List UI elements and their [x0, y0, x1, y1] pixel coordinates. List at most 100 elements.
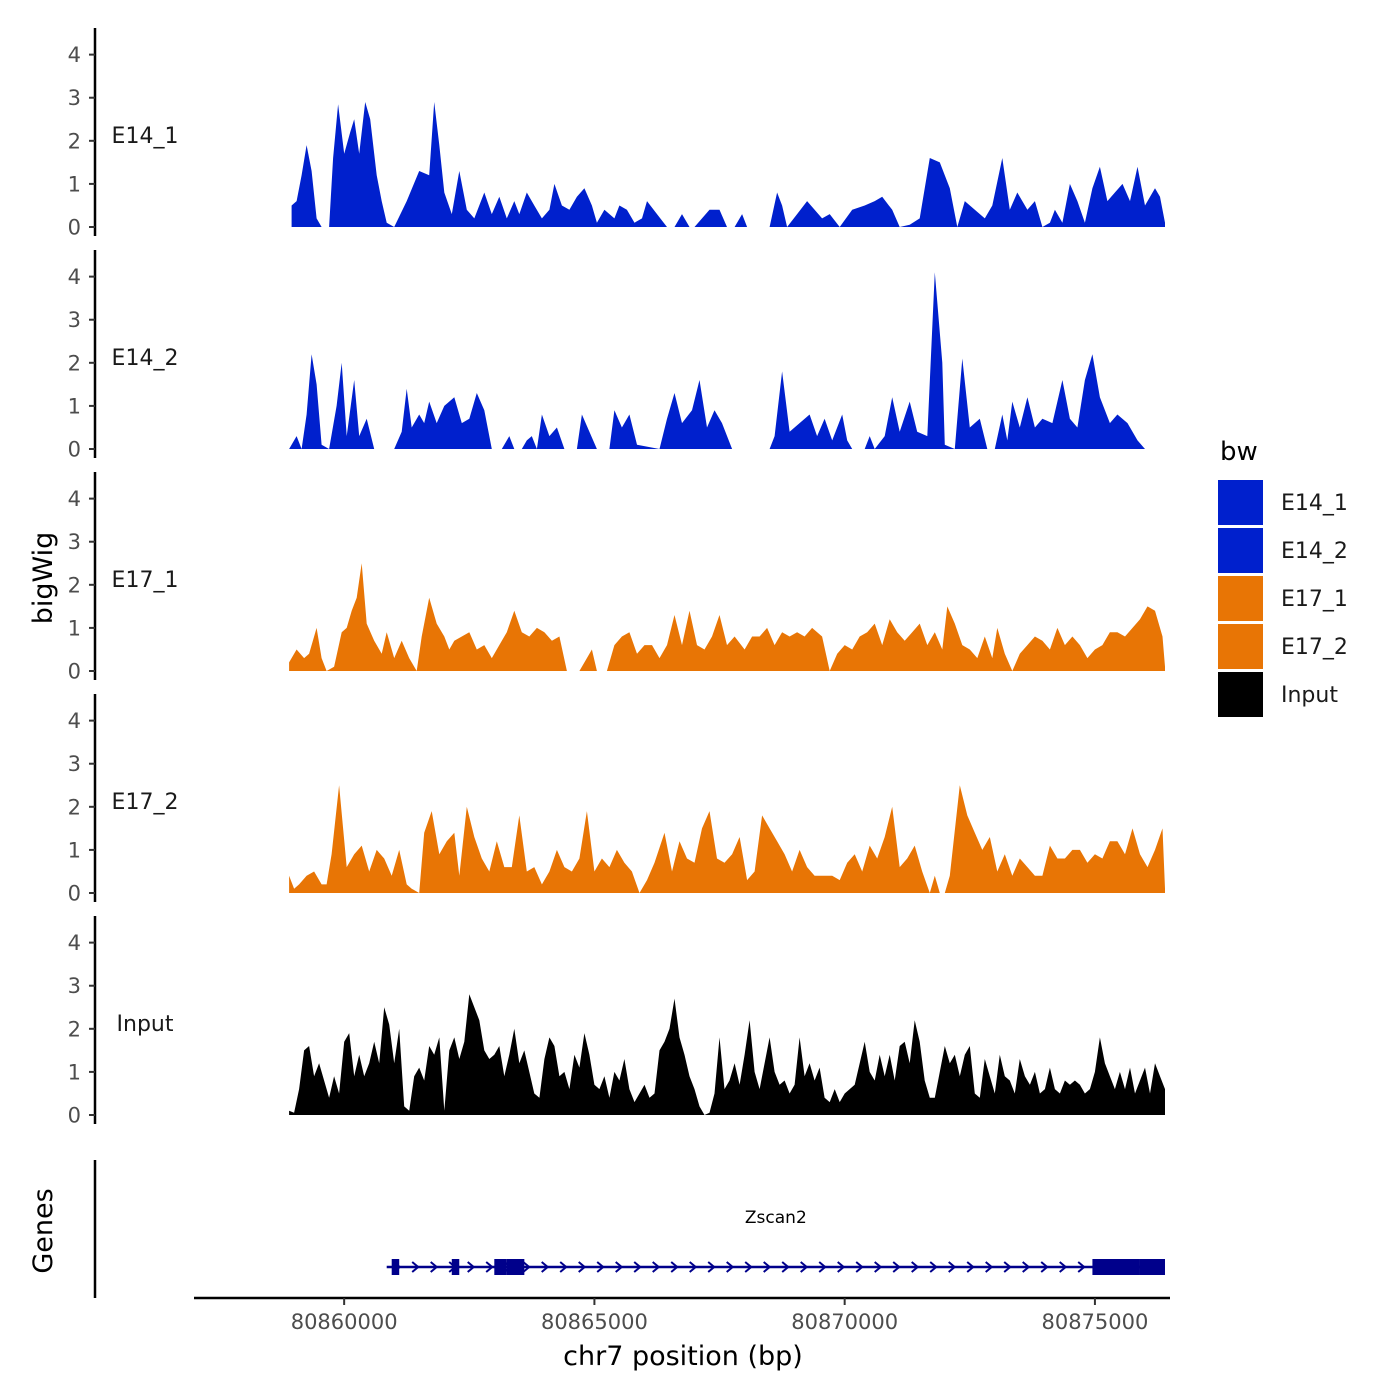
track-E14_1: 0 1 2 3 4 E14_1 [68, 28, 1166, 240]
strand-arrow [837, 1261, 846, 1273]
legend-label: E17_2 [1281, 635, 1348, 660]
legend: bw E14_1 E14_2 E17_1 E17_2 Input [1218, 437, 1348, 717]
y-axis-title: bigWig [28, 532, 59, 625]
strand-arrow [596, 1261, 605, 1273]
y-tick-label: 1 [68, 172, 81, 196]
track-label: E14_1 [112, 124, 179, 149]
y-tick-label: 2 [68, 1017, 81, 1041]
track-E17_1: 0 1 2 3 4 E17_1 [68, 472, 1166, 684]
y-tick-label: 0 [68, 882, 81, 906]
strand-arrow [707, 1261, 716, 1273]
x-tick-label: 80860000 [291, 1310, 398, 1334]
strand-arrow [726, 1261, 735, 1273]
legend-title: bw [1220, 437, 1258, 467]
strand-arrow [855, 1261, 864, 1273]
track-label: E17_2 [112, 790, 179, 815]
y-tick-label: 3 [68, 308, 81, 332]
y-tick-label: 3 [68, 86, 81, 110]
strand-arrow [985, 1261, 994, 1273]
y-tick-label: 4 [68, 43, 81, 67]
y-tick-label: 0 [68, 438, 81, 462]
legend-key-E17_2 [1218, 624, 1263, 669]
y-tick-label: 3 [68, 752, 81, 776]
y-tick-label: 2 [68, 795, 81, 819]
strand-arrow [522, 1261, 531, 1273]
strand-arrow [966, 1261, 975, 1273]
strand-arrow [652, 1261, 661, 1273]
y-tick-label: 1 [68, 1060, 81, 1084]
y-tick-label: 1 [68, 838, 81, 862]
y-tick-label: 2 [68, 573, 81, 597]
strand-arrow [1059, 1261, 1068, 1273]
strand-arrow [485, 1261, 494, 1273]
strand-arrow [892, 1261, 901, 1273]
y-tick-label: 4 [68, 709, 81, 733]
y-tick-label: 2 [68, 129, 81, 153]
track-label: Input [117, 1012, 174, 1037]
gene-exon [391, 1259, 400, 1275]
strand-arrow [541, 1261, 550, 1273]
strand-arrow [615, 1261, 624, 1273]
gene-exon [506, 1259, 525, 1275]
y-tick-label: 3 [68, 530, 81, 554]
y-tick-label: 4 [68, 931, 81, 955]
strand-arrow [1077, 1261, 1086, 1273]
strand-arrow [430, 1261, 439, 1273]
strand-arrow [689, 1261, 698, 1273]
gene-label: Zscan2 [745, 1208, 807, 1228]
genes-track: Zscan2 [93, 1160, 1165, 1298]
legend-label: E14_1 [1281, 491, 1348, 516]
strand-arrow [763, 1261, 772, 1273]
track-E14_2: 0 1 2 3 4 E14_2 [68, 250, 1146, 462]
legend-key-E14_1 [1218, 480, 1263, 525]
strand-arrow [1003, 1261, 1012, 1273]
coverage-tracks: 0 1 2 3 4 E14_1 0 1 2 3 4 E14_2 0 1 2 3 4 E17_1 0 1 2 3 4 E17_2… [68, 28, 1166, 1128]
genes-track-title: Genes [28, 1188, 59, 1273]
strand-arrow [911, 1261, 920, 1273]
gene-exon [1139, 1259, 1165, 1275]
y-tick-label: 2 [68, 351, 81, 375]
strand-arrow [411, 1261, 420, 1273]
y-tick-label: 1 [68, 394, 81, 418]
strand-arrow [559, 1261, 568, 1273]
y-tick-label: 1 [68, 616, 81, 640]
strand-arrow [874, 1261, 883, 1273]
strand-arrow [670, 1261, 679, 1273]
coverage-area-E17_2 [289, 785, 1166, 893]
legend-key-Input [1218, 672, 1263, 717]
gene-exon [451, 1259, 460, 1275]
legend-label: E14_2 [1281, 539, 1348, 564]
strand-arrow [744, 1261, 753, 1273]
strand-arrow [781, 1261, 790, 1273]
legend-label: Input [1281, 683, 1338, 708]
strand-arrow [1040, 1261, 1049, 1273]
y-tick-label: 4 [68, 265, 81, 289]
strand-arrow [800, 1261, 809, 1273]
track-label: E14_2 [112, 346, 179, 371]
legend-label: E17_1 [1281, 587, 1348, 612]
gene-exon [494, 1259, 507, 1275]
track-E17_2: 0 1 2 3 4 E17_2 [68, 694, 1166, 906]
strand-arrow [578, 1261, 587, 1273]
legend-key-E14_2 [1218, 528, 1263, 573]
y-tick-label: 4 [68, 487, 81, 511]
gene-exon [1092, 1259, 1140, 1275]
coverage-area-E17_1 [289, 563, 1166, 671]
legend-key-E17_1 [1218, 576, 1263, 621]
coverage-area-E14_1 [291, 102, 1166, 227]
strand-arrow [467, 1261, 476, 1273]
x-axis: 80860000 80865000 80870000 80875000 [194, 1296, 1170, 1334]
y-tick-label: 3 [68, 974, 81, 998]
track-Input: 0 1 2 3 4 Input [68, 916, 1166, 1128]
y-tick-label: 0 [68, 1104, 81, 1128]
strand-arrow [633, 1261, 642, 1273]
y-tick-label: 0 [68, 660, 81, 684]
track-label: E17_1 [112, 568, 179, 593]
strand-arrow [929, 1261, 938, 1273]
strand-arrow [818, 1261, 827, 1273]
strand-arrow [1022, 1261, 1031, 1273]
x-tick-label: 80865000 [541, 1310, 648, 1334]
gene-Zscan2: Zscan2 [386, 1208, 1165, 1275]
coverage-area-E14_2 [289, 272, 1146, 449]
